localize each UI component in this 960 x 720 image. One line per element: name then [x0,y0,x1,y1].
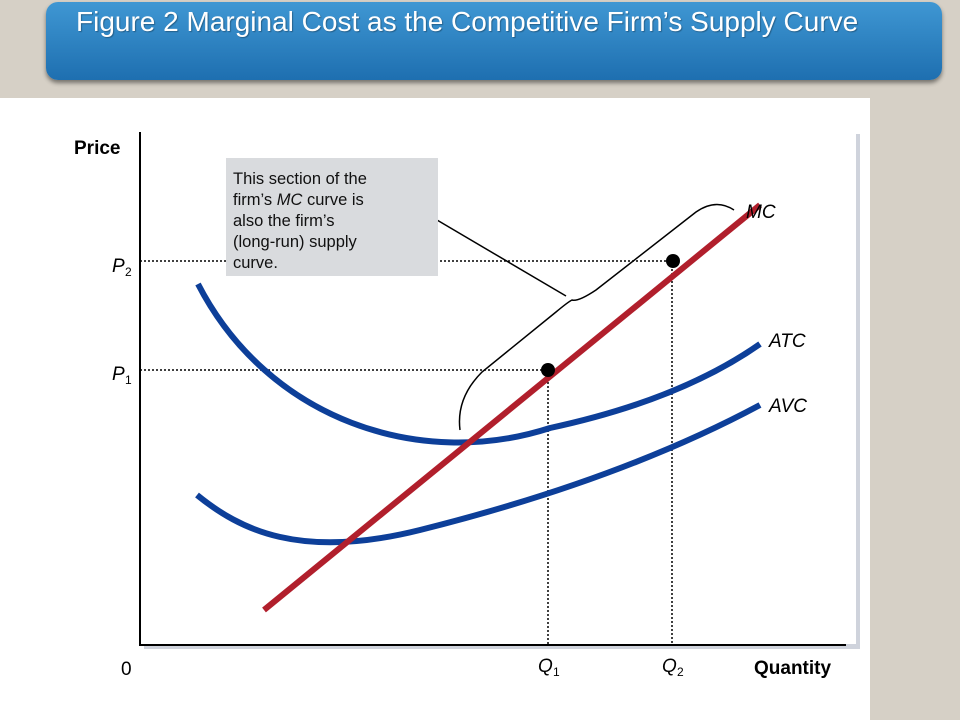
point-q2-p2 [666,254,680,268]
p2-label: P 2 [112,256,132,279]
annotation-line-4: (long-run) supply [233,233,357,251]
mc-curve [262,202,762,613]
annotation-line-2-post: curve is [302,191,364,209]
copyright-notice: Copyright © 2004 South-Western [705,704,854,715]
origin-label: 0 [121,659,132,680]
atc-label: ATC [768,331,806,352]
y-axis-label: Price [74,138,120,159]
annotation-line-2-pre: firm’s [233,191,277,209]
q2-label: Q 2 [662,656,684,679]
annotation-line-5: curve. [233,254,278,272]
slide-title: Figure 2 Marginal Cost as the Competitiv… [76,6,859,37]
annotation-pointer [436,219,567,297]
q2-letter: Q [662,656,677,677]
point-q1-p1 [541,363,555,377]
q1-letter: Q [538,656,553,677]
annotation-line-2-em: MC [276,191,303,209]
supply-brace [458,203,735,431]
annotation-line-1: This section of the [233,170,367,188]
avc-label: AVC [768,396,807,417]
supply-annotation-text: This section of the firm’s MC curve is a… [233,169,433,274]
atc-curve [195,282,762,446]
p2-letter: P [112,256,125,277]
right-margin-band [870,98,960,720]
q1-label: Q 1 [538,656,560,679]
q2-subscript: 2 [677,665,684,679]
p1-subscript: 1 [125,373,132,387]
q1-subscript: 1 [553,665,560,679]
title-bar: Figure 2 Marginal Cost as the Competitiv… [46,2,942,80]
p1-label: P 1 [112,364,132,387]
mc-label: MC [746,202,776,223]
avc-curve [195,402,762,546]
annotation-line-3: also the firm’s [233,212,335,230]
p2-subscript: 2 [125,265,132,279]
supply-annotation-box: This section of the firm’s MC curve is a… [226,158,438,276]
p1-letter: P [112,364,125,385]
x-axis-label: Quantity [754,658,831,679]
